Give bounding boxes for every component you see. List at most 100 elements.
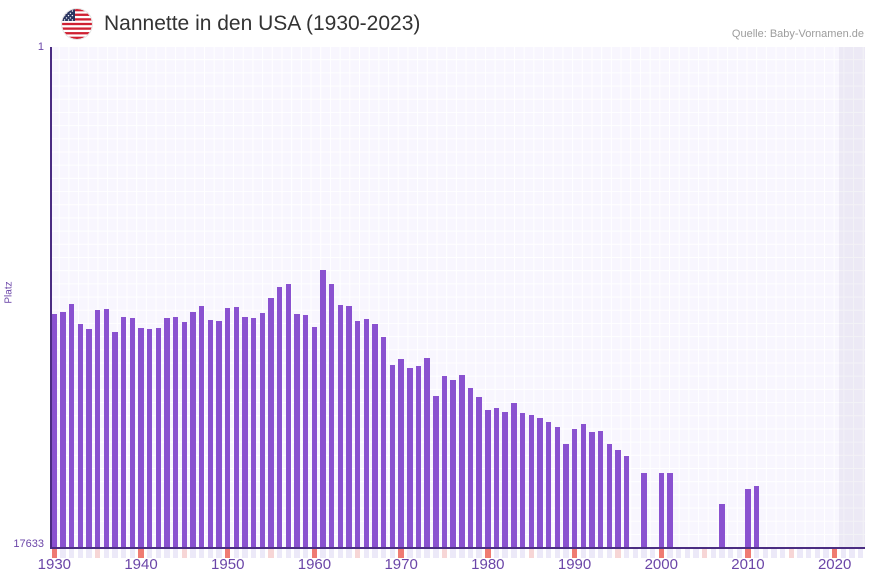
x-tick-minor bbox=[675, 549, 682, 558]
bar bbox=[121, 316, 127, 548]
bar bbox=[381, 336, 387, 548]
bar bbox=[589, 432, 595, 548]
bar bbox=[355, 320, 361, 548]
bar bbox=[615, 449, 621, 548]
bar bbox=[147, 328, 153, 548]
bar bbox=[753, 486, 760, 548]
bar bbox=[641, 472, 647, 548]
bar bbox=[658, 472, 664, 548]
x-tick-minor bbox=[164, 549, 170, 558]
x-tick-minor bbox=[121, 549, 127, 558]
bar bbox=[372, 323, 378, 548]
bar bbox=[233, 307, 240, 548]
x-tick-minor bbox=[519, 549, 526, 558]
y-axis-line bbox=[50, 47, 52, 548]
x-tick-minor bbox=[147, 549, 153, 558]
x-tick-minor bbox=[407, 549, 413, 558]
x-tick-minor bbox=[450, 549, 456, 558]
bar bbox=[493, 407, 500, 548]
x-tick-minor bbox=[597, 549, 604, 558]
x-tick-minor bbox=[173, 549, 179, 558]
bar bbox=[441, 376, 448, 548]
chart-title: Nannette in den USA (1930-2023) bbox=[104, 12, 421, 35]
x-tick-minor bbox=[762, 549, 768, 558]
y-axis-tick-top: 1 bbox=[37, 41, 44, 53]
x-tick-minor bbox=[814, 549, 820, 558]
bar bbox=[242, 316, 248, 548]
x-tick-minor bbox=[60, 549, 66, 558]
x-tick-minor bbox=[199, 549, 205, 558]
bar bbox=[112, 331, 118, 548]
x-tick-minor bbox=[251, 549, 257, 558]
bar bbox=[181, 322, 188, 548]
bar bbox=[545, 422, 552, 548]
x-tick-major bbox=[571, 549, 578, 558]
x-tick-minor bbox=[632, 549, 638, 558]
x-tick-minor bbox=[849, 549, 855, 558]
x-tick-minor bbox=[710, 549, 716, 558]
x-tick-minor bbox=[372, 549, 378, 558]
x-tick-minor bbox=[129, 549, 136, 558]
x-tick-minor bbox=[285, 549, 292, 558]
bar bbox=[606, 444, 612, 548]
bar bbox=[528, 414, 534, 548]
x-tick-major bbox=[398, 549, 404, 558]
x-tick-minor bbox=[346, 549, 352, 558]
bar bbox=[216, 320, 222, 548]
x-tick-major bbox=[138, 549, 144, 558]
bar bbox=[173, 317, 179, 548]
bar bbox=[580, 424, 586, 548]
bar bbox=[86, 329, 92, 548]
bar bbox=[424, 358, 430, 548]
x-tick-minor bbox=[294, 549, 300, 558]
bar bbox=[571, 429, 578, 548]
x-tick-minor bbox=[77, 549, 84, 558]
bar bbox=[476, 396, 482, 548]
x-tick-minor bbox=[103, 549, 110, 558]
x-tick-minor bbox=[779, 549, 786, 558]
x-tick-minor bbox=[389, 549, 396, 558]
source-label: Quelle: Baby-Vornamen.de bbox=[731, 28, 864, 40]
x-tick-half bbox=[268, 549, 274, 558]
bar bbox=[294, 314, 300, 548]
bar bbox=[502, 411, 508, 548]
x-tick-half bbox=[528, 549, 534, 558]
x-tick-major bbox=[485, 549, 491, 558]
x-tick-minor bbox=[502, 549, 508, 558]
bar bbox=[103, 309, 110, 548]
x-tick-label-1940: 1940 bbox=[124, 556, 158, 573]
x-tick-minor bbox=[277, 549, 283, 558]
x-tick-label-1930: 1930 bbox=[37, 556, 72, 573]
x-tick-half bbox=[615, 549, 621, 558]
bar bbox=[485, 410, 491, 548]
bar bbox=[329, 283, 335, 548]
x-tick-minor bbox=[493, 549, 500, 558]
x-tick-half bbox=[441, 549, 448, 558]
bar bbox=[407, 368, 413, 548]
bar bbox=[563, 444, 569, 548]
bar bbox=[94, 310, 101, 548]
bar bbox=[311, 326, 318, 548]
x-tick-minor bbox=[424, 549, 430, 558]
x-tick-minor bbox=[320, 549, 326, 558]
x-tick-minor bbox=[554, 549, 560, 558]
x-tick-label-1950: 1950 bbox=[211, 556, 245, 573]
bar bbox=[623, 456, 630, 548]
bar bbox=[207, 320, 214, 548]
x-tick-minor bbox=[242, 549, 248, 558]
bar bbox=[719, 504, 725, 548]
bar bbox=[259, 313, 266, 548]
x-tick-minor bbox=[563, 549, 569, 558]
x-tick-label-1970: 1970 bbox=[384, 556, 418, 573]
bar bbox=[320, 270, 326, 548]
x-tick-minor bbox=[363, 549, 370, 558]
bar bbox=[337, 304, 344, 548]
x-tick-half bbox=[181, 549, 188, 558]
x-tick-minor bbox=[753, 549, 760, 558]
x-tick-minor bbox=[823, 549, 829, 558]
bar bbox=[251, 318, 257, 548]
us-flag-icon bbox=[62, 9, 92, 39]
x-tick-minor bbox=[433, 549, 439, 558]
x-tick-minor bbox=[337, 549, 344, 558]
x-tick-minor bbox=[190, 549, 196, 558]
